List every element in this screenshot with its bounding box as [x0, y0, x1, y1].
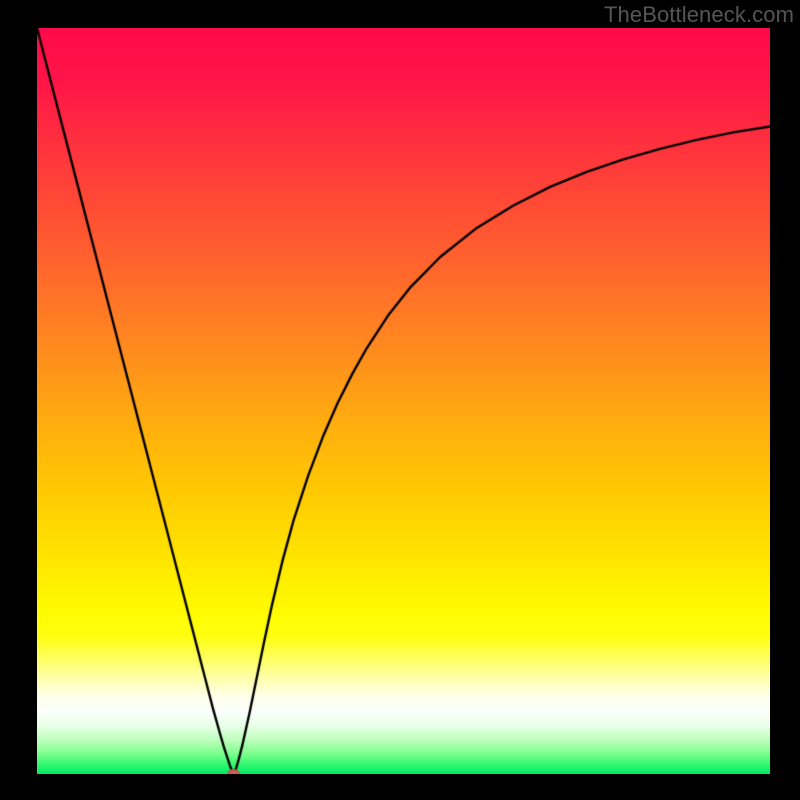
watermark-label: TheBottleneck.com: [604, 2, 794, 28]
figure-frame: TheBottleneck.com: [0, 0, 800, 800]
plot-area: [37, 28, 770, 774]
curve-layer: [37, 28, 770, 774]
